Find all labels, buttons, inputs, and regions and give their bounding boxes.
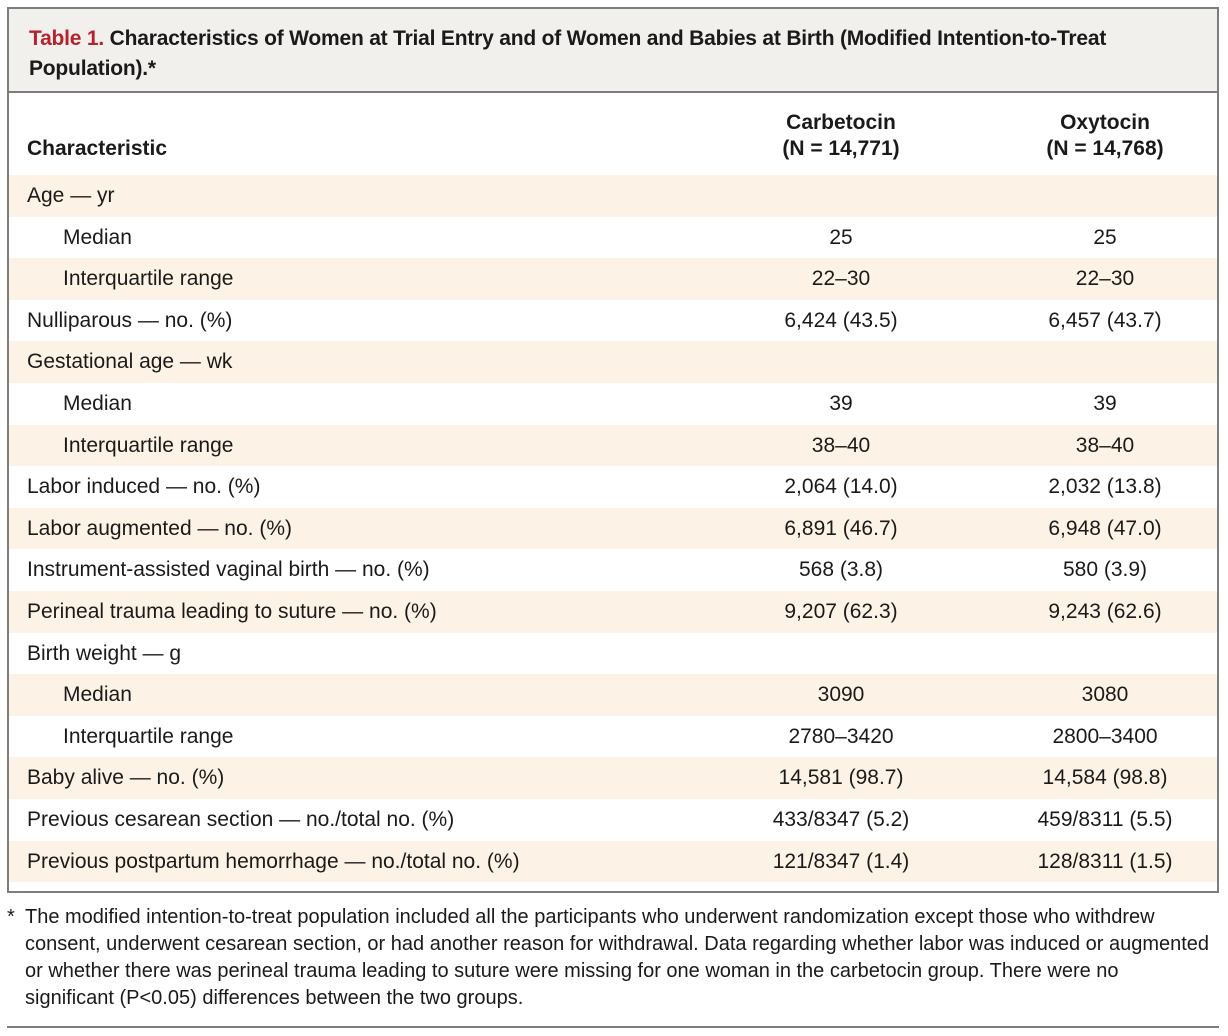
table-row: Interquartile range 22–30 22–30 [9, 258, 1217, 300]
header-carbetocin: Carbetocin (N = 14,771) [731, 110, 951, 162]
oxytocin-value: 39 [1093, 391, 1117, 415]
row-label: Median [63, 391, 132, 415]
table-row: Instrument-assisted vaginal birth — no. … [9, 549, 1217, 591]
row-label: Nulliparous — no. (%) [27, 308, 233, 332]
table-title: Table 1. Characteristics of Women at Tri… [9, 9, 1217, 93]
table-body: Age — yr Median 25 25 Interquartile range 22–… [9, 175, 1217, 883]
carbetocin-value: 3090 [817, 683, 865, 707]
oxytocin-value: 2800–3400 [1052, 724, 1158, 748]
row-label: Labor augmented — no. (%) [27, 516, 292, 540]
oxytocin-value: 25 [1093, 225, 1117, 249]
carbetocin-value: 14,581 (98.7) [778, 766, 904, 790]
oxytocin-value: 9,243 (62.6) [1048, 599, 1162, 623]
carbetocin-value: 121/8347 (1.4) [772, 849, 910, 873]
header-characteristic: Characteristic [27, 137, 168, 160]
carbetocin-value: 568 (3.8) [798, 558, 884, 582]
table-row: Median 3090 3080 [9, 674, 1217, 716]
table-row: Labor augmented — no. (%) 6,891 (46.7) 6,9… [9, 507, 1217, 550]
oxytocin-value: 14,584 (98.8) [1042, 766, 1168, 790]
row-label: Birth weight — g [27, 641, 182, 665]
table-footnote: * The modified intention-to-treat popula… [7, 904, 1212, 1012]
oxytocin-value: 6,457 (43.7) [1048, 308, 1162, 332]
oxytocin-value: 2,032 (13.8) [1048, 475, 1162, 499]
oxytocin-value: 128/8311 (1.5) [1037, 849, 1173, 873]
header-oxytocin-name: Oxytocin [1060, 111, 1150, 134]
carbetocin-value: 2,064 (14.0) [784, 475, 898, 499]
row-label: Perineal trauma leading to suture — no. … [27, 599, 437, 623]
table-row: Perineal trauma leading to suture — no. … [9, 590, 1217, 633]
header-carbetocin-n: (N = 14,771) [782, 137, 900, 160]
header-oxytocin-n: (N = 14,768) [1046, 137, 1164, 160]
carbetocin-value: 6,424 (43.5) [784, 308, 898, 332]
oxytocin-value: 3080 [1081, 683, 1129, 707]
row-label: Previous postpartum hemorrhage — no./tot… [27, 849, 520, 873]
header-oxytocin: Oxytocin (N = 14,768) [995, 110, 1215, 162]
row-label: Interquartile range [63, 267, 234, 291]
carbetocin-value: 22–30 [811, 267, 871, 291]
table-row: Previous postpartum hemorrhage — no./tot… [9, 840, 1217, 883]
row-label: Median [63, 683, 132, 707]
carbetocin-value: 433/8347 (5.2) [772, 807, 910, 831]
carbetocin-value: 25 [829, 225, 853, 249]
table-row: Birth weight — g [9, 633, 1217, 675]
table-row: Interquartile range 2780–3420 2800–3400 [9, 716, 1217, 758]
row-label: Gestational age — wk [27, 350, 233, 374]
row-label: Age — yr [27, 184, 115, 207]
table-frame: Table 1. Characteristics of Women at Tri… [7, 7, 1219, 893]
row-label: Baby alive — no. (%) [27, 766, 225, 790]
row-label: Interquartile range [63, 724, 234, 748]
table-row: Gestational age — wk [9, 341, 1217, 383]
footnote-text: The modified intention-to-treat populati… [25, 906, 1210, 1009]
carbetocin-value: 2780–3420 [788, 724, 894, 748]
footnote-mark: * [7, 906, 15, 928]
row-label: Interquartile range [63, 433, 234, 457]
table-row: Median 25 25 [9, 217, 1217, 259]
carbetocin-value: 38–40 [811, 433, 871, 457]
row-label: Instrument-assisted vaginal birth — no. … [27, 558, 430, 582]
table-caption: Characteristics of Women at Trial Entry … [29, 27, 1107, 80]
row-label: Previous cesarean section — no./total no… [27, 807, 455, 831]
table-number: Table 1. [29, 27, 105, 50]
row-label: Labor induced — no. (%) [27, 475, 261, 499]
oxytocin-value: 22–30 [1075, 267, 1135, 291]
bottom-rule [7, 1026, 1219, 1028]
oxytocin-value: 38–40 [1075, 433, 1135, 457]
table-row: Interquartile range 38–40 38–40 [9, 424, 1217, 467]
carbetocin-value: 9,207 (62.3) [784, 599, 898, 623]
table-header: Characteristic Carbetocin (N = 14,771) O… [9, 93, 1217, 175]
oxytocin-value: 580 (3.9) [1062, 558, 1148, 582]
oxytocin-value: 6,948 (47.0) [1048, 516, 1162, 540]
table-row: Baby alive — no. (%) 14,581 (98.7) 14,584 … [9, 757, 1217, 799]
header-carbetocin-name: Carbetocin [786, 111, 896, 134]
table-row: Previous cesarean section — no./total no… [9, 799, 1217, 841]
table-row: Median 39 39 [9, 383, 1217, 425]
oxytocin-value: 459/8311 (5.5) [1037, 807, 1173, 831]
table-row: Nulliparous — no. (%) 6,424 (43.5) 6,457 (… [9, 300, 1217, 342]
carbetocin-value: 6,891 (46.7) [784, 516, 898, 540]
row-label: Median [63, 225, 132, 249]
table-row: Age — yr [9, 175, 1217, 217]
carbetocin-value: 39 [829, 391, 853, 415]
table-row: Labor induced — no. (%) 2,064 (14.0) 2,032… [9, 466, 1217, 508]
